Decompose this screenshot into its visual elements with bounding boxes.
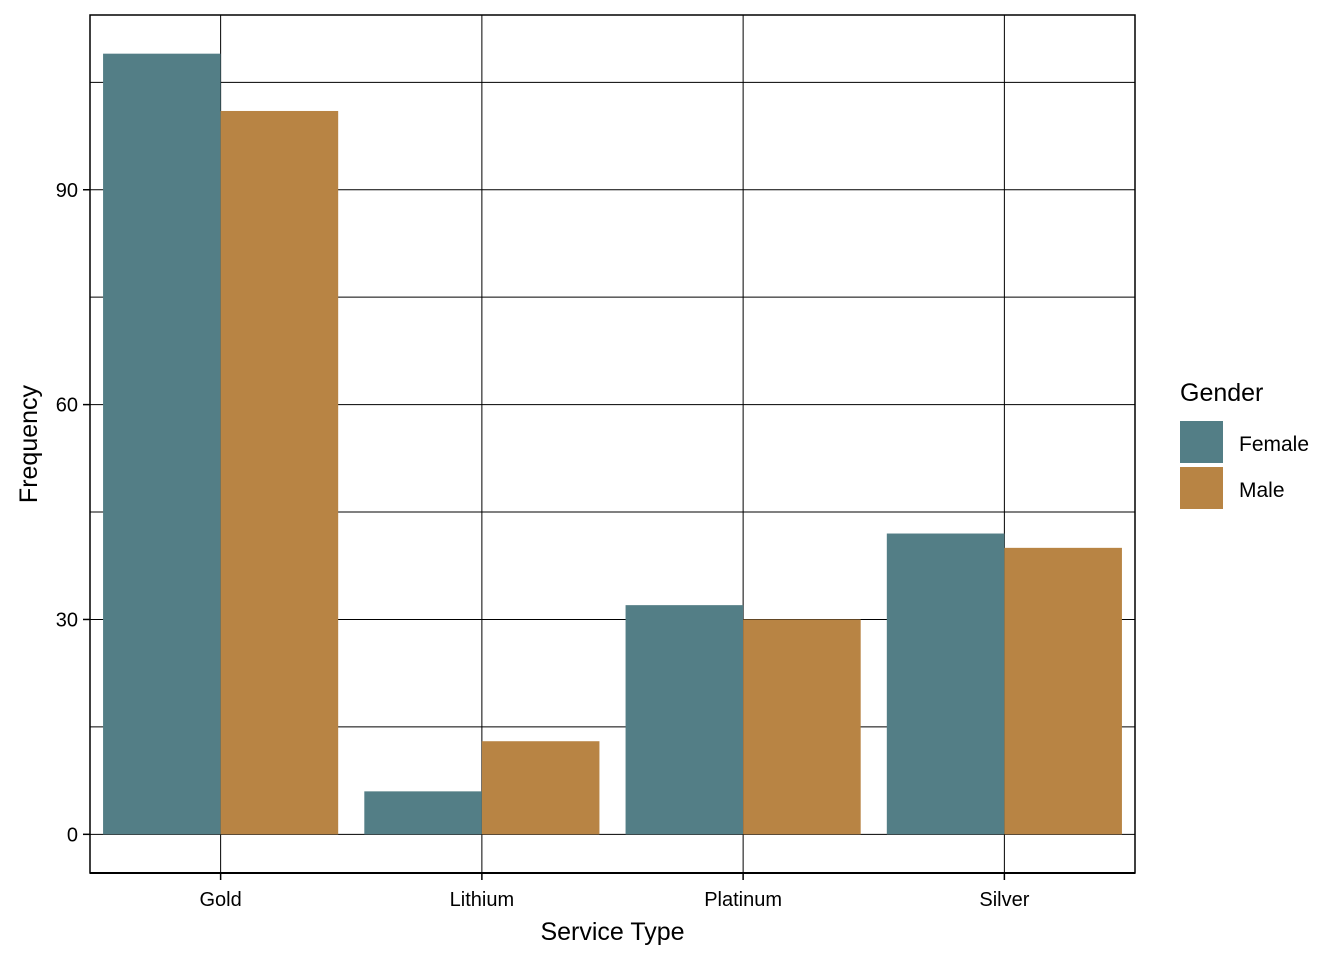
x-tick-label: Platinum: [704, 889, 782, 911]
legend-label-male: Male: [1239, 479, 1285, 502]
y-axis-title: Frequency: [15, 384, 43, 503]
legend: Gender Female Male: [1180, 379, 1309, 509]
bar-platinum-female: [625, 605, 744, 835]
x-axis-title: Service Type: [540, 918, 684, 946]
y-tick-label: 60: [56, 395, 78, 417]
bar-silver-female: [886, 533, 1005, 835]
legend-key-male: [1180, 467, 1223, 509]
x-tick-label: Lithium: [450, 889, 514, 911]
bar-lithium-female: [364, 791, 482, 835]
bar-gold-male: [220, 110, 339, 835]
y-tick-label: 0: [67, 824, 78, 846]
y-tick-label: 30: [56, 609, 78, 631]
bar-gold-female: [103, 53, 221, 835]
x-axis: Gold Lithium Platinum Silver: [90, 872, 1135, 911]
bars: [103, 53, 1122, 835]
y-axis: 0 30 60 90: [56, 180, 90, 846]
legend-key-female: [1180, 421, 1223, 463]
bar-silver-male: [1004, 547, 1122, 835]
x-tick-label: Silver: [979, 889, 1029, 911]
y-tick-label: 90: [56, 180, 78, 202]
legend-title: Gender: [1180, 379, 1263, 407]
legend-label-female: Female: [1239, 433, 1309, 456]
bar-platinum-male: [743, 619, 861, 835]
bar-lithium-male: [481, 741, 600, 835]
x-tick-label: Gold: [200, 889, 242, 911]
